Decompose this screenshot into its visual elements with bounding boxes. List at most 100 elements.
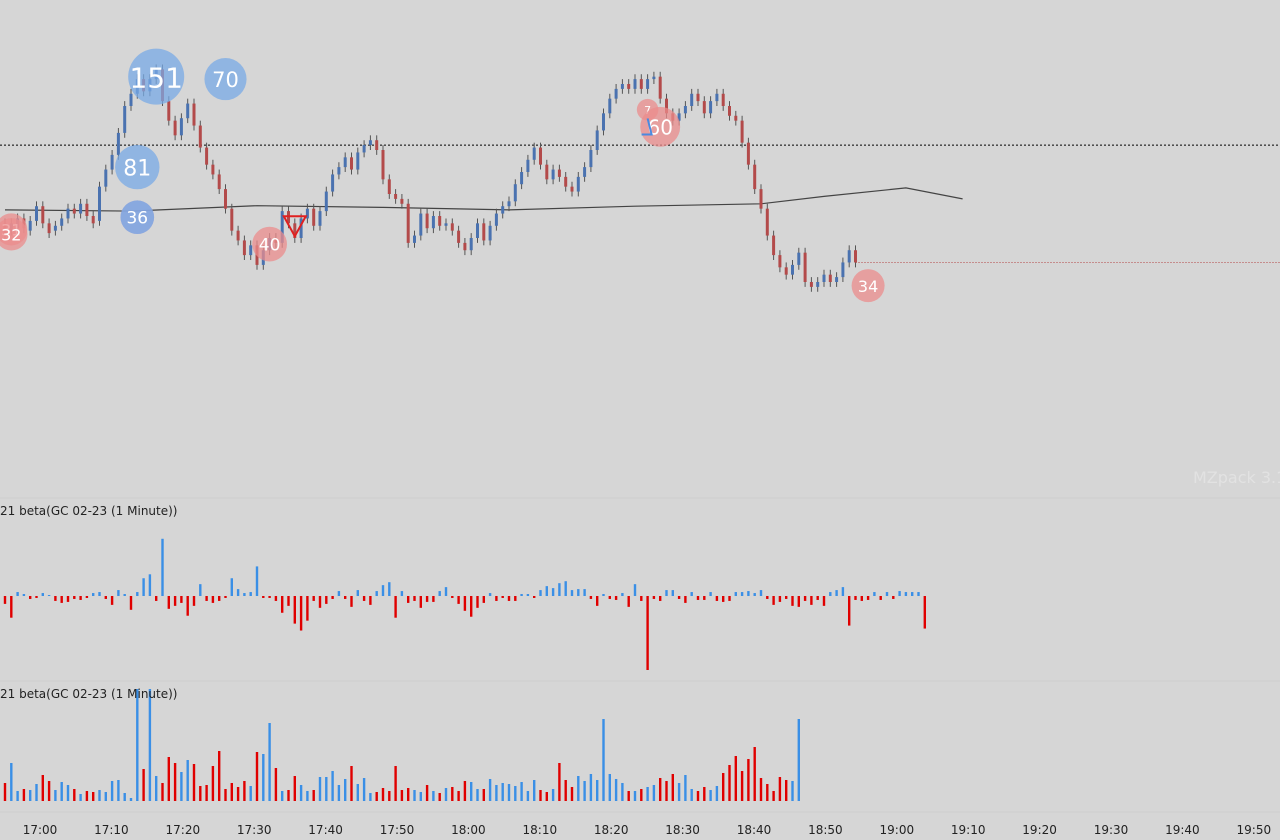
delta-bar: [243, 593, 246, 596]
volume-bar: [287, 790, 290, 801]
candle-body: [293, 223, 297, 238]
volume-bubble: [128, 48, 185, 105]
volume-bar: [79, 794, 82, 801]
candle-body: [129, 93, 133, 106]
delta-bar: [583, 589, 586, 596]
delta-bar: [85, 596, 89, 598]
delta-bar: [822, 596, 826, 606]
candle-body: [173, 120, 177, 136]
delta-bar: [73, 596, 76, 599]
x-axis-tick-label: 17:40: [308, 823, 343, 836]
volume-bar: [350, 766, 353, 801]
candle-body: [797, 252, 801, 265]
volume-bar: [564, 780, 567, 801]
delta-bar: [470, 596, 473, 617]
delta-bar: [501, 596, 504, 598]
delta-bar: [407, 596, 410, 603]
x-axis-tick-label: 19:20: [1022, 823, 1057, 836]
volume-bubble: [204, 58, 247, 101]
candle-body: [60, 218, 64, 226]
x-axis-tick-label: 18:20: [594, 823, 629, 836]
sell-signal-triangle: [282, 215, 308, 239]
volume-bubble-label: 7: [644, 104, 651, 117]
delta-bar: [627, 596, 630, 607]
candle-body: [715, 93, 719, 102]
candle-body: [242, 240, 246, 256]
candle-body: [665, 98, 668, 114]
candle-body: [639, 79, 643, 89]
volume-bar: [375, 792, 378, 801]
delta-bar: [268, 596, 271, 598]
candle-body: [192, 103, 196, 126]
candle-body: [778, 255, 782, 268]
candle-body: [551, 169, 555, 180]
volume-bar: [3, 783, 7, 801]
candle-body: [324, 191, 328, 212]
delta-bar: [199, 584, 202, 596]
delta-bar: [873, 592, 876, 596]
delta-bar: [293, 596, 296, 624]
volume-bar: [728, 765, 731, 801]
delta-bar: [677, 596, 681, 599]
volume-bar: [136, 689, 139, 801]
volume-bar: [419, 792, 422, 801]
candle-body: [765, 208, 769, 236]
volume-bar: [407, 788, 410, 801]
volume-bar: [35, 784, 38, 801]
delta-bar: [218, 596, 221, 601]
candle-body: [539, 147, 542, 165]
delta-bar: [161, 538, 164, 596]
candle-body: [444, 223, 448, 226]
delta-bar: [665, 590, 668, 596]
volume-bar: [161, 783, 164, 801]
delta-bar: [136, 592, 139, 596]
delta-bar: [722, 596, 725, 602]
delta-bar: [551, 588, 555, 596]
candle-body: [438, 216, 442, 226]
delta-bar: [778, 596, 782, 602]
delta-bar: [558, 583, 561, 596]
delta-bar: [344, 596, 347, 599]
delta-bar: [482, 596, 485, 603]
volume-bar: [646, 787, 649, 801]
candle-body: [305, 208, 309, 219]
candle-body: [728, 106, 731, 116]
candle-body: [520, 172, 524, 185]
candle-body: [835, 277, 839, 282]
volume-bar: [627, 791, 630, 801]
candle-body: [236, 230, 240, 241]
candle-body: [217, 174, 221, 190]
delta-bar: [167, 596, 170, 609]
candle-body: [356, 152, 360, 170]
candle-body: [419, 213, 423, 236]
candle-body: [41, 206, 45, 224]
delta-bar: [923, 596, 926, 629]
candle-body: [809, 282, 813, 287]
candle-body: [822, 274, 826, 282]
volume-bubble-label: 70: [212, 68, 239, 92]
volume-bar: [501, 783, 504, 801]
volume-bar: [470, 782, 473, 801]
delta-bar: [866, 596, 870, 600]
delta-bar: [224, 596, 227, 598]
volume-bar: [533, 780, 536, 801]
delta-bar: [47, 595, 51, 597]
x-axis-tick-label: 17:10: [94, 823, 129, 836]
delta-bar: [123, 594, 126, 596]
candle-body: [331, 174, 335, 192]
volume-bubble: [851, 269, 885, 303]
delta-bar: [255, 566, 259, 596]
delta-bar: [104, 596, 107, 599]
volume-bar: [388, 791, 391, 801]
volume-bar: [734, 756, 737, 801]
volume-bar: [344, 779, 347, 801]
volume-bar: [22, 789, 26, 801]
candle-body: [28, 220, 32, 231]
candle-body: [557, 169, 561, 177]
delta-bar: [911, 592, 914, 596]
candle-body: [413, 235, 416, 243]
candle-body: [828, 274, 832, 282]
candle-body: [532, 147, 536, 160]
volume-bar: [142, 769, 145, 801]
candle-body: [482, 223, 486, 241]
